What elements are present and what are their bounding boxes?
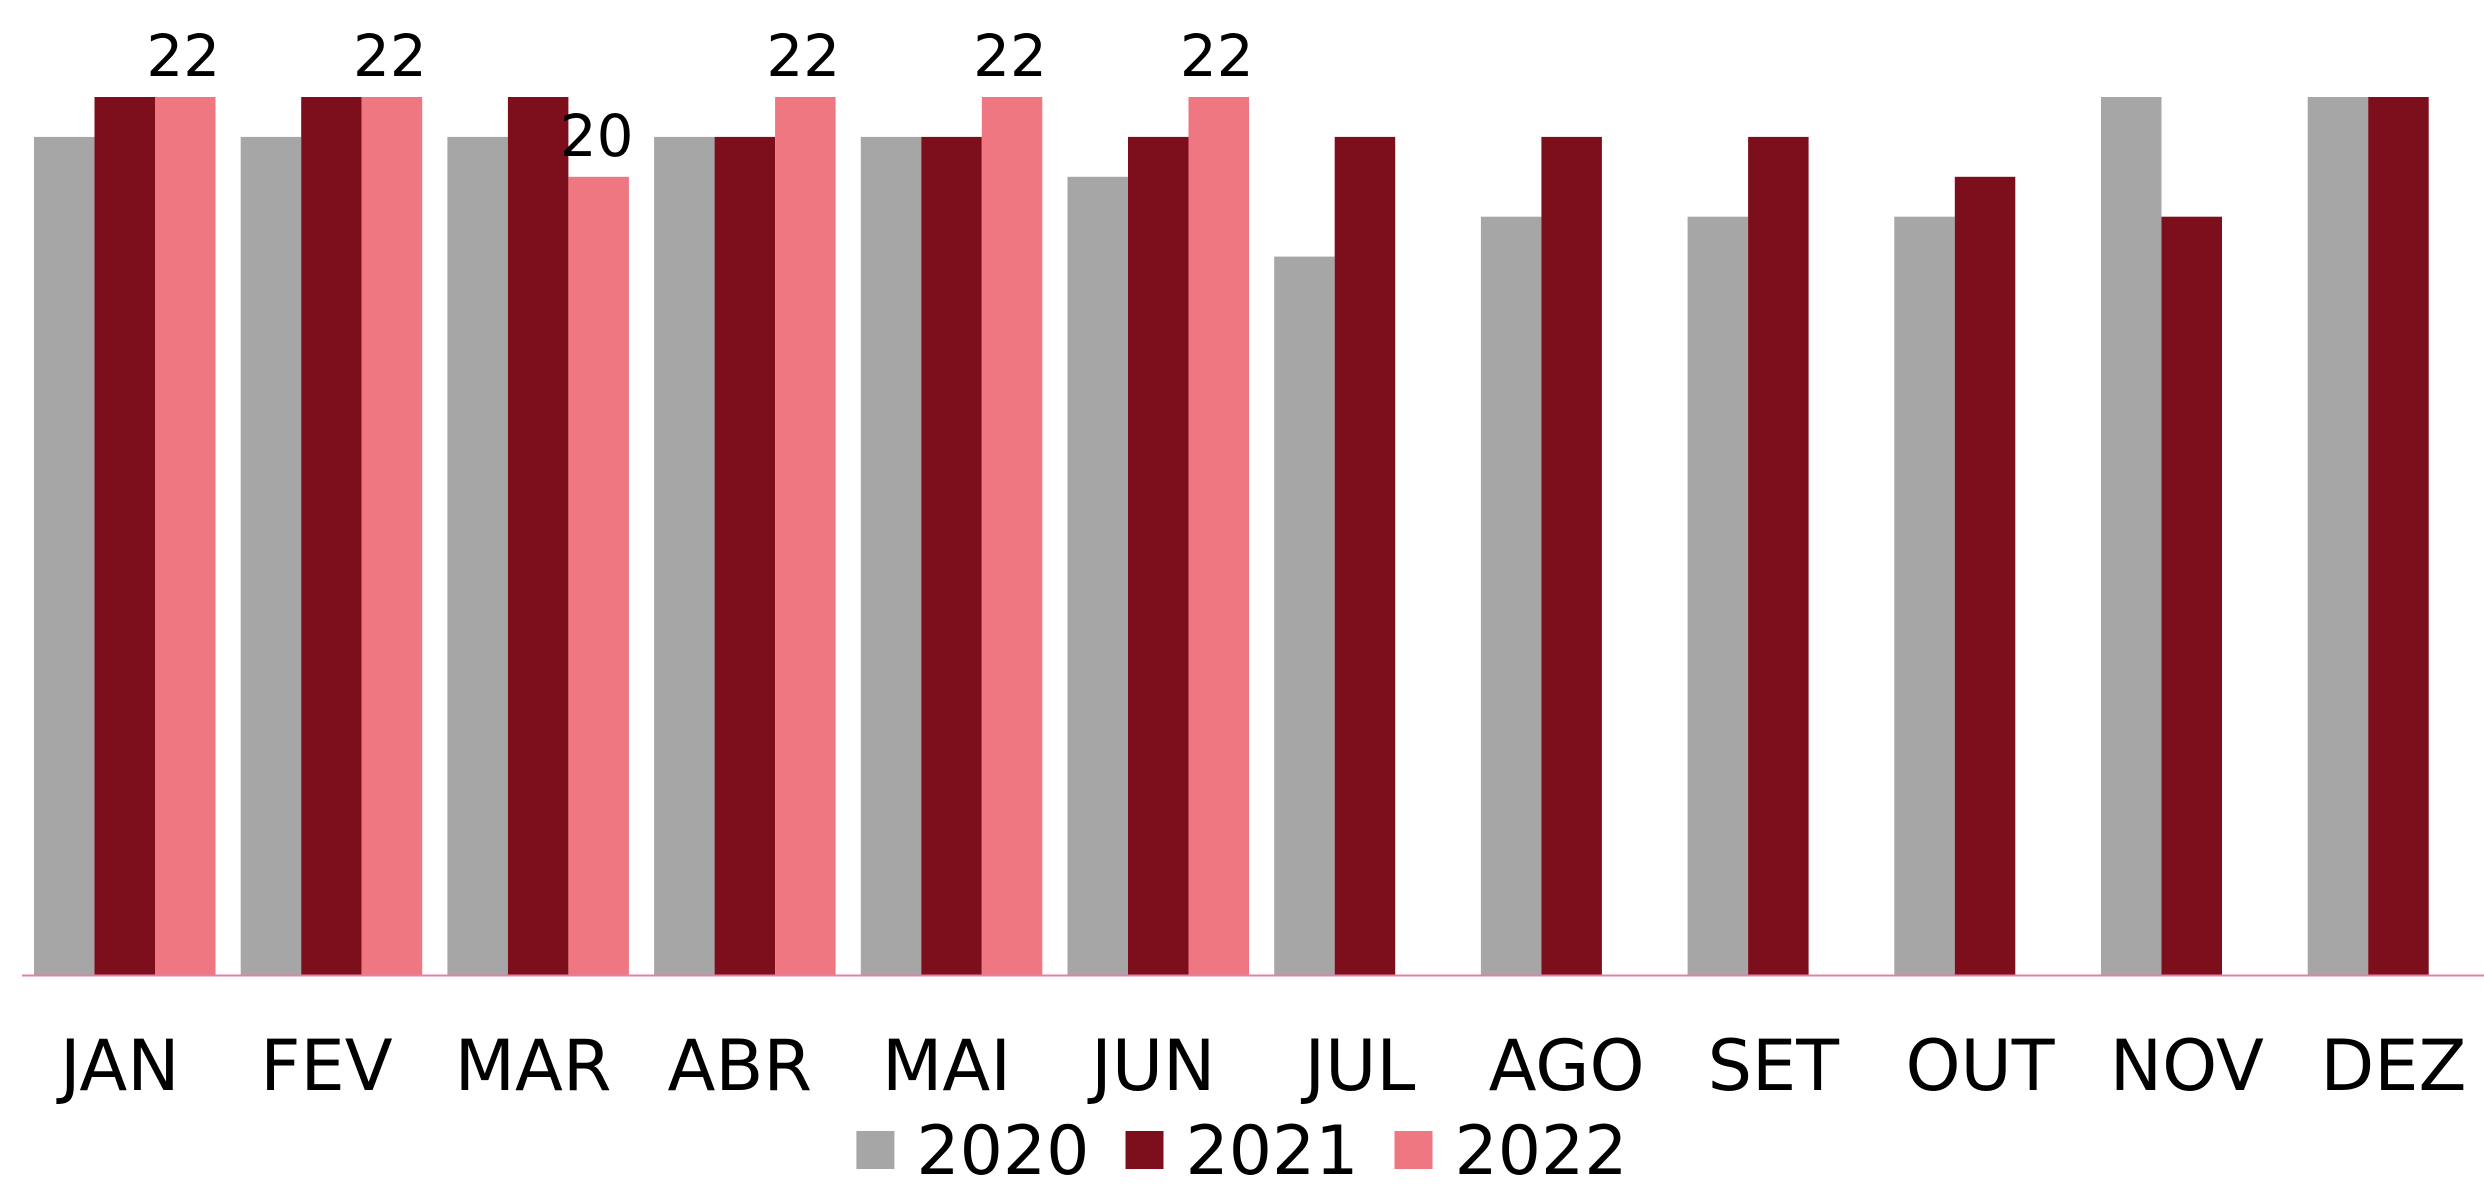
- x-tick-label-out: OUT: [1905, 1025, 2054, 1107]
- data-label-2022-fev: 22: [353, 22, 427, 90]
- x-tick-label-nov: NOV: [2110, 1025, 2264, 1107]
- bar-2021-mai: [921, 136, 982, 975]
- bar-2022-mar: [568, 176, 629, 976]
- data-label-2022-mai: 22: [973, 22, 1047, 90]
- data-labels-layer: 22 22 20 22 22 22: [146, 22, 1253, 170]
- bar-2020-abr: [654, 136, 715, 975]
- legend-swatch-2020: [856, 1131, 895, 1169]
- bar-2020-dez: [2307, 97, 2369, 975]
- bar-2021-ago: [1541, 136, 1602, 975]
- data-label-2022-jan: 22: [146, 22, 220, 90]
- bar-2020-fev: [240, 136, 302, 975]
- legend-label-2022: 2022: [1455, 1112, 1628, 1191]
- legend-swatch-2022: [1394, 1131, 1433, 1169]
- bar-2022-jun: [1188, 97, 1249, 975]
- bar-2021-dez: [2368, 97, 2429, 975]
- data-label-2022-abr: 22: [766, 22, 840, 90]
- x-tick-label-set: SET: [1708, 1025, 1840, 1107]
- bar-2022-abr: [775, 97, 836, 975]
- x-axis: JAN FEV MAR ABR MAI JUN JUL AGO SET OUT NOV DEZ: [22, 974, 2484, 1107]
- x-tick-label-ago: AGO: [1489, 1025, 1645, 1107]
- bar-2020-mai: [860, 136, 922, 975]
- legend: 2020 2021 2022: [856, 1112, 1628, 1191]
- bar-2020-set: [1687, 216, 1749, 975]
- bar-2020-out: [1894, 216, 1955, 975]
- bar-2020-mar: [447, 136, 508, 975]
- bar-2021-jan: [94, 97, 155, 975]
- data-label-2022-jun: 22: [1180, 22, 1254, 90]
- legend-swatch-2021: [1125, 1131, 1164, 1169]
- bar-2020-jun: [1067, 176, 1128, 976]
- bar-2021-mar: [507, 97, 569, 975]
- bar-2022-jan: [155, 97, 216, 975]
- bar-2021-jun: [1128, 136, 1189, 975]
- bar-2022-fev: [361, 97, 423, 975]
- x-tick-label-abr: ABR: [668, 1025, 813, 1107]
- bar-2021-out: [1954, 176, 2016, 976]
- bar-2020-jan: [34, 136, 95, 975]
- bar-2021-fev: [301, 97, 362, 975]
- x-tick-label-jun: JUN: [1087, 1025, 1215, 1107]
- x-tick-label-jan: JAN: [56, 1025, 180, 1107]
- legend-label-2021: 2021: [1186, 1112, 1359, 1191]
- x-tick-label-mai: MAI: [882, 1025, 1011, 1107]
- bar-2020-jul: [1274, 256, 1335, 976]
- data-label-2022-mar: 20: [560, 102, 634, 170]
- x-tick-label-dez: DEZ: [2320, 1025, 2466, 1107]
- bars-layer: [34, 97, 2429, 976]
- bar-2021-jul: [1334, 136, 1396, 975]
- bar-2020-ago: [1480, 216, 1542, 975]
- x-tick-label-jul: JUL: [1300, 1025, 1415, 1107]
- bar-2022-mai: [981, 97, 1043, 975]
- bar-2021-abr: [714, 136, 776, 975]
- x-tick-label-fev: FEV: [260, 1025, 392, 1107]
- x-tick-label-mar: MAR: [455, 1025, 612, 1107]
- bar-2020-nov: [2101, 97, 2162, 975]
- bar-2021-set: [1748, 136, 1809, 975]
- bar-2021-nov: [2161, 216, 2222, 975]
- legend-label-2020: 2020: [916, 1112, 1089, 1191]
